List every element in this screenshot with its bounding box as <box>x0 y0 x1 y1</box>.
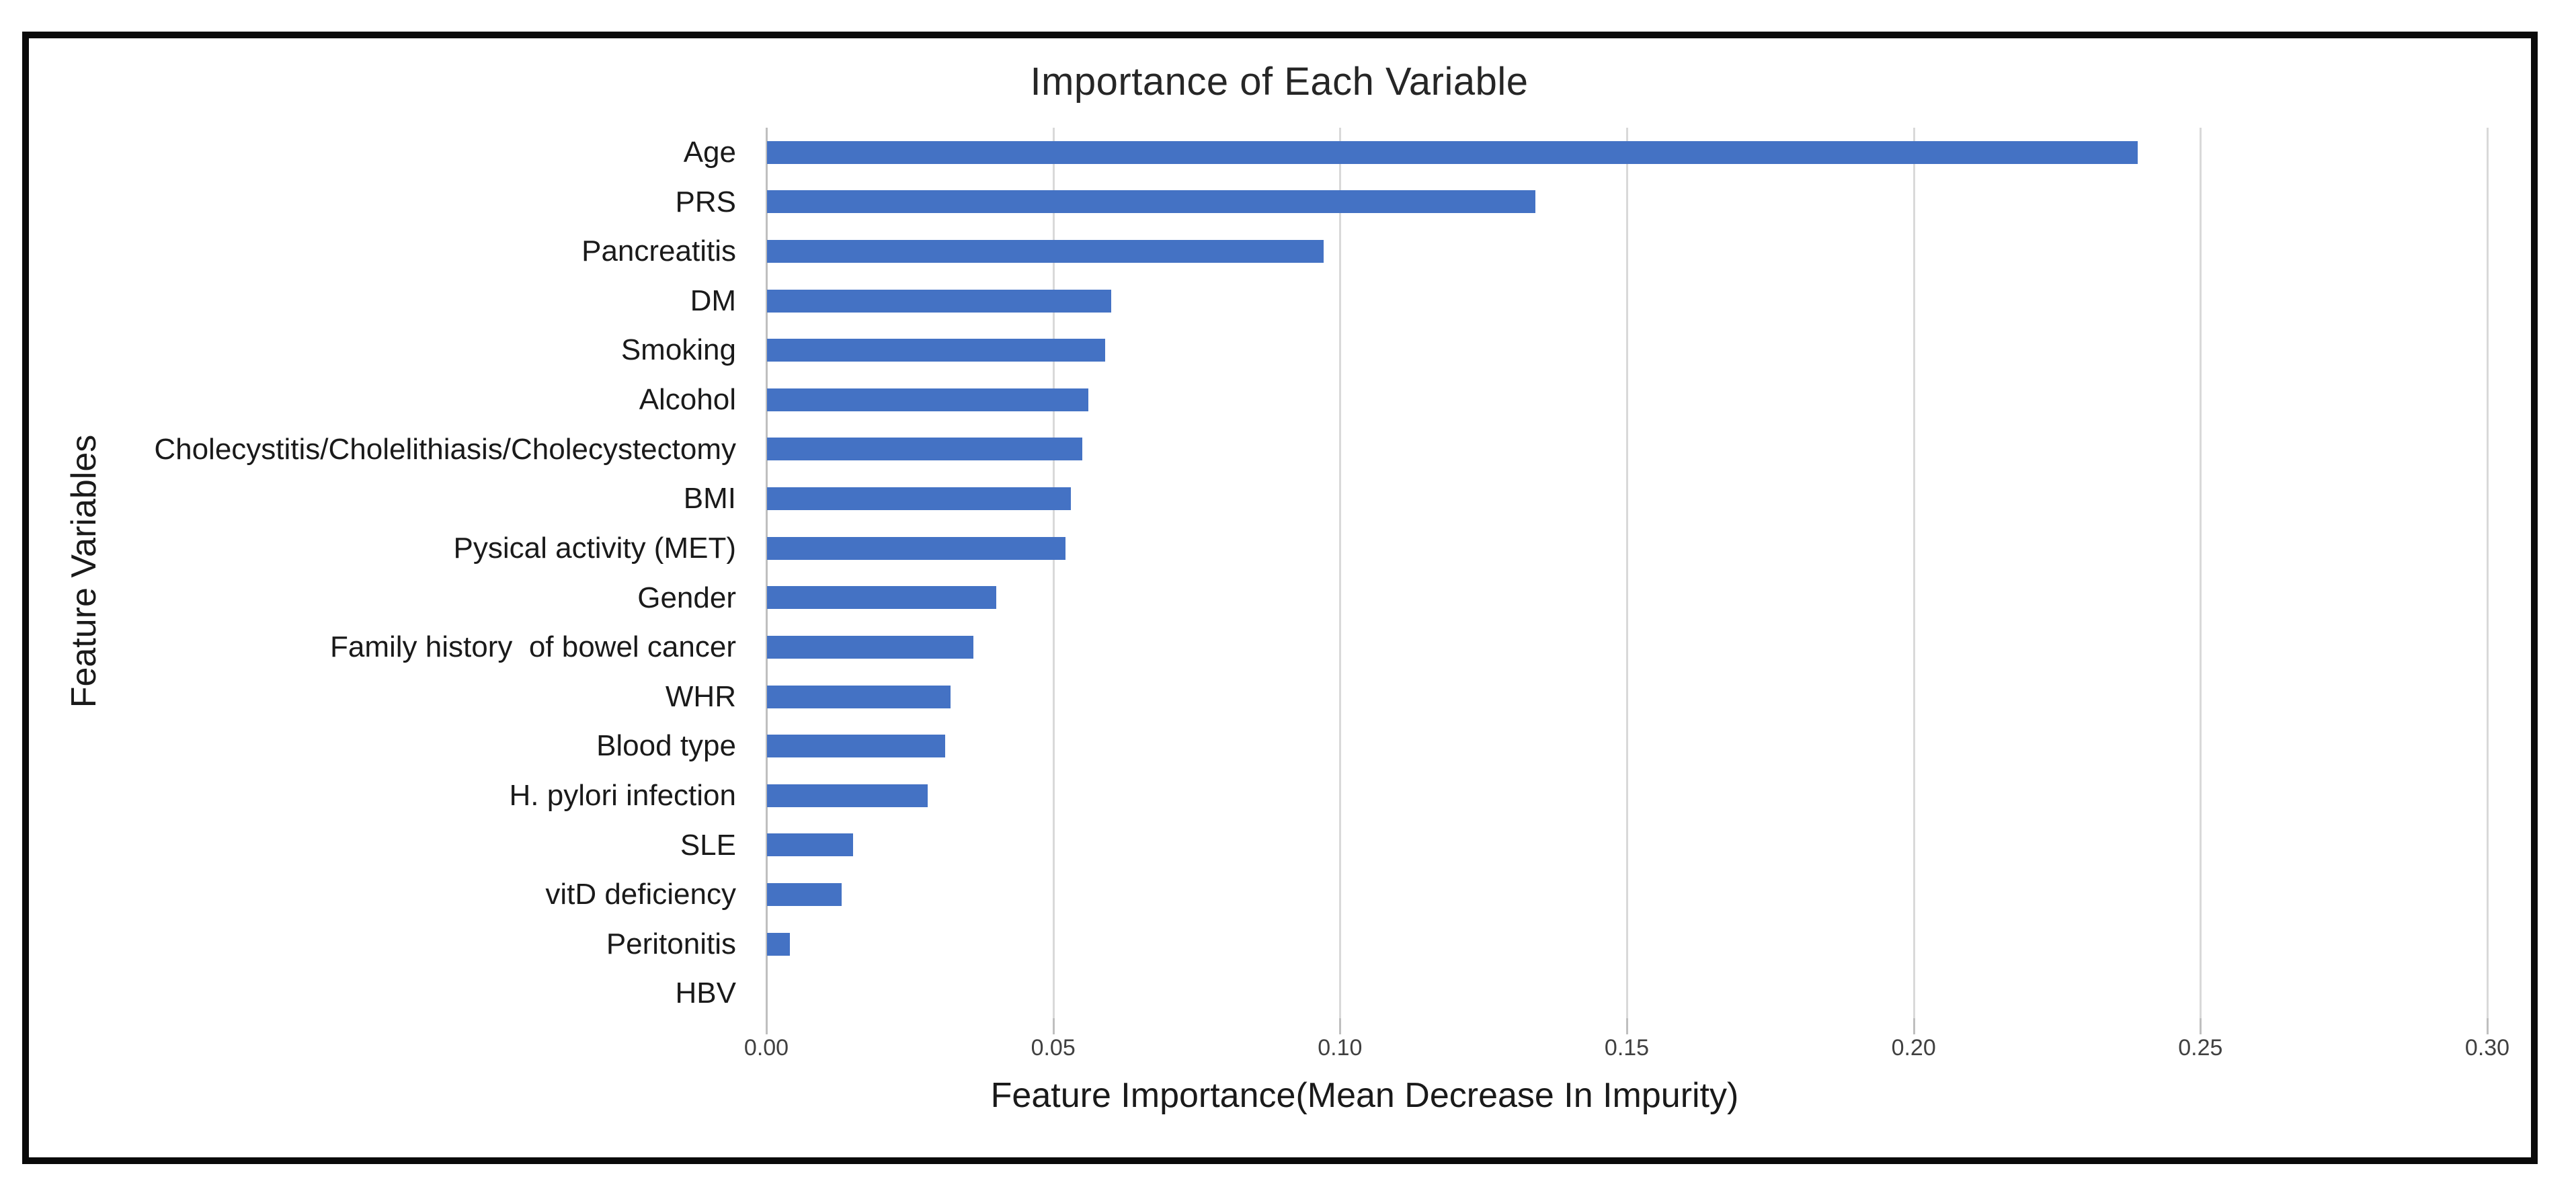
x-tick-mark <box>1626 1018 1628 1034</box>
category-label: H. pylori infection <box>509 778 736 812</box>
x-tick-label: 0.00 <box>743 1035 789 1061</box>
category-label: Alcohol <box>639 383 736 417</box>
x-tick-mark <box>766 1018 768 1034</box>
category-label: WHR <box>665 679 736 713</box>
bar <box>767 388 1088 411</box>
gridline <box>1913 128 1915 1018</box>
gridline <box>1626 128 1628 1018</box>
figure-border <box>22 32 2538 1164</box>
category-label: vitD deficiency <box>545 878 736 911</box>
bar <box>767 438 1083 461</box>
category-label: DM <box>690 284 736 317</box>
bar <box>767 784 928 807</box>
x-axis-title: Feature Importance(Mean Decrease In Impu… <box>990 1076 1739 1115</box>
bar <box>767 536 1065 560</box>
bar <box>767 882 842 906</box>
x-tick-label: 0.30 <box>2464 1035 2510 1061</box>
category-label: Cholecystitis/Cholelithiasis/Cholecystec… <box>154 432 736 466</box>
x-tick-label: 0.10 <box>1318 1035 1363 1061</box>
category-label: Age <box>683 136 736 169</box>
gridline <box>1339 128 1342 1018</box>
x-tick-mark <box>1913 1018 1915 1034</box>
category-label: Pancreatitis <box>581 235 736 268</box>
x-tick-mark <box>2200 1018 2202 1034</box>
y-axis-line <box>766 128 768 1018</box>
bar <box>767 685 951 708</box>
gridline <box>1052 128 1055 1018</box>
bar <box>767 140 2138 164</box>
category-label: Gender <box>637 581 736 614</box>
bar <box>767 735 945 758</box>
x-tick-mark <box>2487 1018 2489 1034</box>
bar <box>767 339 1106 362</box>
bar <box>767 289 1111 313</box>
bar <box>767 833 853 857</box>
category-label: Blood type <box>596 729 736 763</box>
bar <box>767 586 997 610</box>
category-label: SLE <box>680 828 736 862</box>
x-tick-mark <box>1339 1018 1342 1034</box>
category-label: BMI <box>683 482 736 515</box>
x-tick-label: 0.15 <box>1604 1035 1650 1061</box>
bar <box>767 487 1072 511</box>
category-label: Pysical activity (MET) <box>453 531 736 565</box>
bar <box>767 240 1324 263</box>
category-label: Smoking <box>620 333 736 367</box>
category-label: HBV <box>675 977 736 1010</box>
category-label: Family history of bowel cancer <box>330 630 736 664</box>
chart-title: Importance of Each Variable <box>1030 60 1529 104</box>
x-tick-label: 0.05 <box>1031 1035 1076 1061</box>
bar <box>767 932 791 956</box>
category-label: Peritonitis <box>606 927 736 960</box>
bar <box>767 635 974 659</box>
x-tick-label: 0.20 <box>1891 1035 1936 1061</box>
category-label: PRS <box>675 185 736 218</box>
x-tick-label: 0.25 <box>2178 1035 2223 1061</box>
x-tick-mark <box>1052 1018 1055 1034</box>
gridline <box>2487 128 2489 1018</box>
gridline <box>2200 128 2202 1018</box>
bar <box>767 190 1536 214</box>
